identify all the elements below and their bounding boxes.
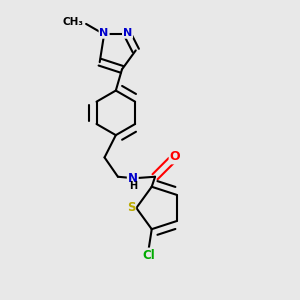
Text: S: S [127,202,135,214]
Text: Cl: Cl [142,248,155,262]
Text: H: H [129,181,137,191]
Text: N: N [128,172,138,185]
Text: O: O [170,150,180,163]
Text: CH₃: CH₃ [62,17,83,27]
Text: N: N [100,28,109,38]
Text: N: N [123,28,132,38]
